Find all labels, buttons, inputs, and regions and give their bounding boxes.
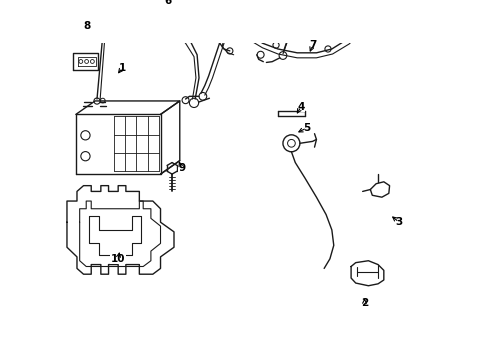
Text: 3: 3 xyxy=(395,217,402,227)
Text: 2: 2 xyxy=(360,298,367,308)
Text: 6: 6 xyxy=(164,0,171,6)
Text: 4: 4 xyxy=(297,102,304,112)
Text: 9: 9 xyxy=(178,163,185,173)
Text: 7: 7 xyxy=(308,40,316,50)
Text: 1: 1 xyxy=(118,63,125,73)
Text: 5: 5 xyxy=(303,123,310,133)
Text: 10: 10 xyxy=(111,254,125,264)
Text: 8: 8 xyxy=(83,21,91,31)
